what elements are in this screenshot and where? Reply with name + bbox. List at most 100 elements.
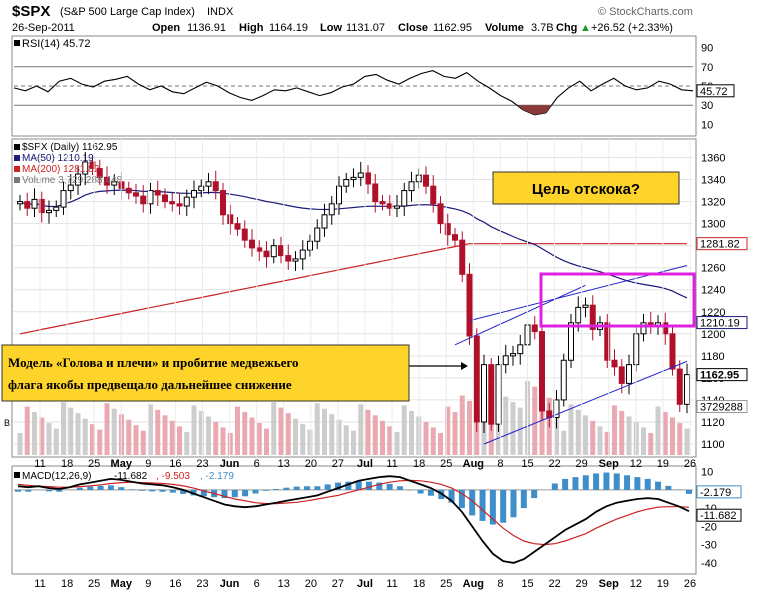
macd-histogram-bar [428, 490, 434, 496]
candle-body [627, 365, 632, 384]
volume-bar [163, 415, 168, 455]
candle-body [670, 334, 675, 369]
quote-date: 26-Sep-2011 [12, 22, 75, 34]
volume-bar [32, 412, 37, 455]
candle-body [250, 240, 255, 248]
x-tick-label: 26 [684, 458, 696, 470]
x-tick-label: 11 [386, 458, 397, 470]
rsi-legend-swatch [14, 40, 20, 46]
index-name: (S&P 500 Large Cap Index) [60, 6, 195, 18]
note-box [2, 345, 409, 401]
x-tick-label-bottom: 25 [440, 578, 452, 590]
volume-bar [366, 410, 371, 455]
price-tag-label: 1281.82 [700, 239, 740, 251]
candle-body [438, 204, 443, 224]
volume-bar [308, 430, 313, 455]
macd-histogram-bar [252, 490, 258, 494]
x-tick-label: 20 [305, 458, 317, 470]
volume-bar [76, 413, 81, 455]
candle-body [293, 259, 298, 261]
volume-bar [97, 430, 102, 455]
rsi-tick-label: 70 [701, 62, 713, 74]
macd-histogram-bar [634, 477, 640, 490]
rsi-last-value: 45.72 [700, 86, 728, 98]
candle-body [677, 369, 682, 404]
candle-body [576, 307, 581, 322]
volume-bar [206, 416, 211, 455]
price-tick-label: 1300 [701, 219, 725, 231]
volume-bar [61, 402, 66, 455]
macd-histogram-bar [397, 486, 403, 490]
candle-body [366, 173, 371, 184]
candle-body [351, 177, 356, 179]
candle-body [561, 360, 566, 400]
volume-bar [569, 404, 574, 455]
volume-bar [47, 423, 52, 455]
volume-bar [337, 420, 342, 455]
x-tick-label-bottom: 13 [278, 578, 290, 590]
macd-histogram-bar [118, 487, 124, 490]
price-legend-entry: Volume 3,729,288,448 [22, 175, 123, 186]
low-value: 1131.07 [346, 22, 385, 34]
price-tick-label: 1120 [701, 417, 725, 429]
candle-body [453, 235, 458, 241]
macd-legend-entry: , -2.179 [200, 471, 234, 482]
macd-histogram-bar [283, 488, 289, 490]
x-tick-label: 23 [196, 458, 208, 470]
candle-body [25, 202, 30, 209]
volume-bar [402, 405, 407, 455]
volume-bar [257, 423, 262, 455]
volume-bar [83, 419, 88, 455]
macd-histogram-bar [149, 490, 155, 491]
candle-body [206, 182, 211, 186]
macd-histogram-bar [603, 473, 609, 490]
macd-histogram-bar [387, 484, 393, 490]
volume-value: 3.7B [531, 22, 554, 34]
volume-axis-marker: B [4, 418, 10, 428]
x-tick-label: 9 [145, 458, 151, 470]
x-tick-label-bottom: Aug [463, 578, 484, 590]
candle-body [155, 191, 160, 195]
volume-bar [134, 425, 139, 455]
candle-body [286, 256, 291, 262]
price-tick-label: 1180 [701, 351, 725, 363]
x-tick-label: Jun [220, 458, 240, 470]
volume-bar [627, 416, 632, 455]
volume-bar [221, 427, 226, 455]
candle-body [213, 182, 218, 191]
candle-body [257, 248, 262, 251]
volume-bar [279, 408, 284, 455]
volume-bar [641, 427, 646, 455]
volume-bar [467, 401, 472, 455]
price-tick-label: 1360 [701, 153, 725, 165]
price-tick-label: 1240 [701, 285, 725, 297]
symbol: $SPX [12, 3, 50, 20]
volume-bar [431, 427, 436, 455]
x-tick-label: 13 [278, 458, 290, 470]
x-tick-label-bottom: 18 [61, 578, 73, 590]
x-tick-label-bottom: 11 [34, 578, 45, 590]
volume-bar [184, 432, 189, 455]
volume-bar [351, 431, 356, 455]
volume-bar [155, 410, 160, 455]
volume-bar [387, 426, 392, 455]
volume-bar [511, 402, 516, 455]
candle-body [337, 186, 342, 204]
candle-body [315, 228, 320, 241]
macd-tick-label: -40 [701, 558, 717, 570]
candle-body [192, 191, 197, 198]
macd-histogram-bar [56, 490, 62, 492]
x-tick-label: 18 [61, 458, 73, 470]
macd-histogram-bar [645, 479, 651, 490]
macd-histogram-bar [511, 490, 517, 517]
macd-tick-label: 10 [701, 467, 713, 479]
low-label: Low [320, 22, 342, 34]
volume-bar [329, 414, 334, 455]
volume-bar [322, 409, 327, 455]
price-legend-entry: MA(200) 1281.82 [22, 164, 100, 175]
candle-body [387, 204, 392, 208]
volume-bar [228, 433, 233, 455]
macd-histogram-bar [304, 486, 310, 490]
volume-bar [170, 421, 175, 455]
